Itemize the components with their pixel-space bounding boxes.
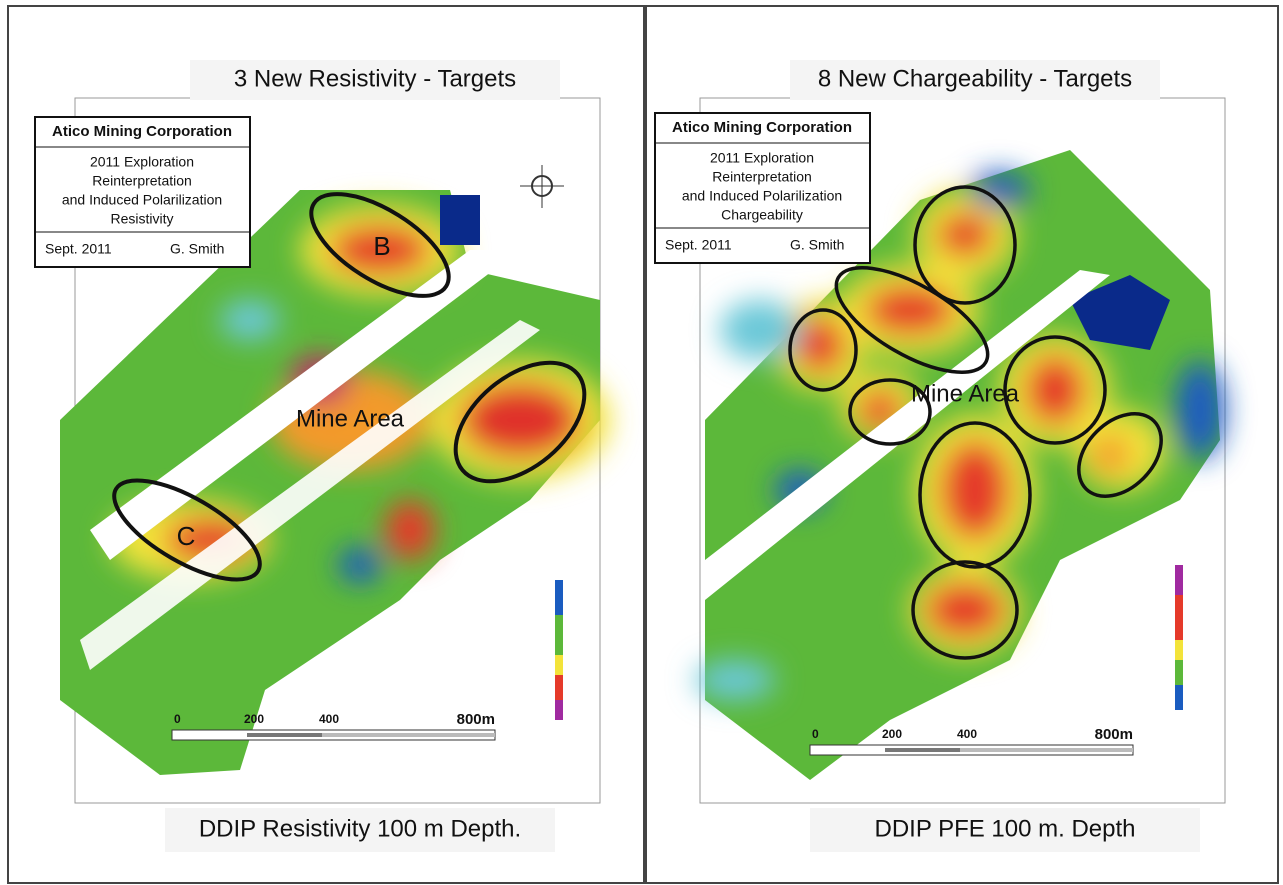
info-line: Reinterpretation bbox=[712, 169, 812, 185]
scale-bar-segment bbox=[247, 733, 322, 737]
info-line: Chargeability bbox=[721, 207, 803, 223]
scale-bar-segment bbox=[885, 748, 960, 752]
scale-label: 800m bbox=[1095, 726, 1133, 743]
target-ellipse bbox=[911, 560, 1019, 660]
map-label: Mine Area bbox=[911, 380, 1020, 407]
color-legend bbox=[1175, 565, 1183, 710]
target-ellipse bbox=[453, 360, 587, 484]
info-date: Sept. 2011 bbox=[45, 241, 112, 257]
target-ellipse bbox=[309, 192, 451, 298]
panel-caption: DDIP PFE 100 m. Depth bbox=[875, 815, 1136, 842]
blue-anomaly bbox=[1070, 275, 1170, 350]
info-author: G. Smith bbox=[170, 241, 224, 257]
title-backdrop bbox=[790, 60, 1160, 100]
info-line: and Induced Polarilization bbox=[62, 192, 222, 208]
scale-label: 800m bbox=[457, 711, 495, 728]
caption-backdrop bbox=[810, 808, 1200, 852]
info-box bbox=[34, 116, 251, 268]
panel-title: 3 New Resistivity - Targets bbox=[234, 65, 516, 92]
left-map bbox=[60, 97, 610, 804]
text-layer: 3 New Resistivity - Targets Atico Mining … bbox=[34, 60, 1200, 852]
scale-bar-segment bbox=[322, 733, 495, 737]
scale-label: 400 bbox=[319, 712, 339, 726]
scale-label: 0 bbox=[174, 712, 181, 726]
scale-label: 200 bbox=[882, 727, 902, 741]
map-label: B bbox=[373, 231, 390, 261]
data-gap bbox=[80, 320, 540, 670]
info-box bbox=[654, 112, 871, 264]
scale-label: 200 bbox=[244, 712, 264, 726]
panel-caption: DDIP Resistivity 100 m Depth. bbox=[199, 815, 521, 842]
target-ellipse bbox=[913, 185, 1017, 305]
info-author: G. Smith bbox=[790, 237, 844, 253]
data-gap bbox=[90, 250, 520, 560]
title-backdrop bbox=[190, 60, 560, 100]
target-ellipse bbox=[918, 421, 1032, 569]
map-label: Mine Area bbox=[296, 405, 405, 432]
color-legend bbox=[555, 580, 563, 720]
info-line: Resistivity bbox=[110, 211, 173, 227]
caption-backdrop bbox=[165, 808, 555, 852]
target-ellipse bbox=[834, 266, 990, 374]
scale-label: 400 bbox=[957, 727, 977, 741]
info-date: Sept. 2011 bbox=[665, 237, 732, 253]
map-label: C bbox=[177, 521, 196, 551]
company-name: Atico Mining Corporation bbox=[52, 123, 232, 140]
company-name: Atico Mining Corporation bbox=[672, 119, 852, 136]
info-line: Reinterpretation bbox=[92, 173, 192, 189]
target-ellipse bbox=[1003, 335, 1107, 445]
panel-title: 8 New Chargeability - Targets bbox=[818, 65, 1132, 92]
scale-label: 0 bbox=[812, 727, 819, 741]
target-ellipse bbox=[1077, 412, 1163, 498]
target-ellipse bbox=[848, 378, 932, 446]
info-line: 2011 Exploration bbox=[710, 150, 814, 166]
data-gap bbox=[705, 270, 1110, 600]
north-arrow bbox=[520, 165, 564, 208]
info-line: and Induced Polarilization bbox=[682, 188, 842, 204]
target-ellipse bbox=[112, 478, 262, 582]
info-line: 2011 Exploration bbox=[90, 154, 194, 170]
target-ellipse bbox=[788, 308, 858, 392]
right-map bbox=[695, 97, 1226, 804]
scale-bar-segment bbox=[960, 748, 1133, 752]
blue-anomaly bbox=[440, 195, 480, 245]
